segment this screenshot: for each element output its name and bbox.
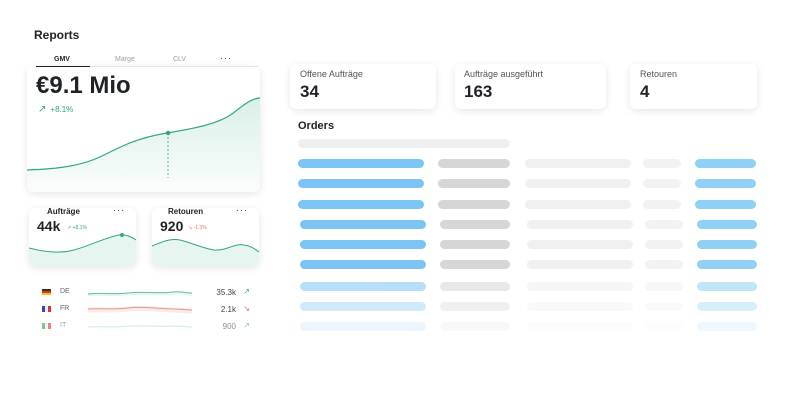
germany-flag-icon bbox=[42, 289, 51, 295]
arrow-up-right-icon: ↗ bbox=[243, 321, 250, 330]
returns-card-title: Retouren bbox=[168, 208, 204, 216]
kpi-completed-orders[interactable]: Aufträge ausgeführt 163 bbox=[455, 64, 606, 109]
gmv-menu-icon[interactable]: ··· bbox=[220, 53, 232, 63]
active-tab-underline bbox=[36, 66, 90, 67]
country-row-it[interactable]: IT 900 ↗ bbox=[30, 320, 256, 334]
it-sparkline bbox=[88, 325, 192, 328]
gmv-value: €9.1 Mio bbox=[36, 72, 131, 99]
orders-header-placeholder bbox=[298, 139, 510, 148]
orders-card-title: Aufträge bbox=[47, 208, 80, 216]
tabs-divider bbox=[36, 66, 258, 67]
orders-sparkline bbox=[29, 233, 136, 266]
gmv-tabs: GMV Marge CLV ··· bbox=[36, 53, 258, 68]
kpi-value: 163 bbox=[464, 82, 493, 101]
kpi-label: Retouren bbox=[640, 69, 678, 79]
orders-card[interactable]: Aufträge ··· 44k ↗ +8.1% bbox=[29, 208, 136, 266]
country-code: FR bbox=[60, 305, 70, 312]
country-value: 35.3k bbox=[216, 288, 236, 297]
country-code: DE bbox=[60, 288, 70, 295]
arrow-up-right-icon: ↗ bbox=[38, 104, 47, 115]
italy-flag-icon bbox=[42, 323, 51, 329]
kpi-returns[interactable]: Retouren 4 bbox=[630, 64, 757, 109]
gmv-trend: ↗ +8.1% bbox=[38, 104, 73, 115]
country-row-de[interactable]: DE 35.3k ↗ bbox=[30, 286, 256, 300]
gmv-marker-dot bbox=[165, 130, 171, 136]
tab-marge[interactable]: Marge bbox=[115, 56, 135, 63]
france-flag-icon bbox=[42, 306, 51, 312]
returns-card[interactable]: Retouren ··· 920 ↘ -1.3% bbox=[152, 208, 259, 266]
gmv-trend-label: +8.1% bbox=[50, 105, 74, 114]
country-list: DE 35.3k ↗ FR 2.1k ↘ IT 900 ↗ bbox=[30, 282, 256, 344]
tab-clv[interactable]: CLV bbox=[173, 56, 187, 63]
kpi-label: Aufträge ausgeführt bbox=[464, 69, 544, 79]
gmv-card[interactable] bbox=[27, 66, 260, 192]
arrow-up-right-icon: ↗ bbox=[243, 287, 250, 296]
kpi-value: 34 bbox=[300, 82, 319, 101]
kpi-label: Offene Aufträge bbox=[300, 69, 363, 79]
fr-sparkline bbox=[88, 305, 192, 314]
orders-section-title: Orders bbox=[298, 120, 335, 132]
page-title: Reports bbox=[34, 28, 80, 42]
arrow-down-right-icon: ↘ bbox=[243, 304, 250, 313]
country-row-fr[interactable]: FR 2.1k ↘ bbox=[30, 303, 256, 317]
country-value: 2.1k bbox=[220, 305, 236, 314]
country-value: 900 bbox=[222, 322, 236, 331]
gmv-area-chart bbox=[27, 97, 260, 192]
returns-card-value: 920 bbox=[160, 218, 184, 234]
orders-menu-icon[interactable]: ··· bbox=[113, 208, 125, 215]
returns-sparkline bbox=[152, 239, 259, 266]
kpi-value: 4 bbox=[640, 82, 650, 101]
returns-menu-icon[interactable]: ··· bbox=[236, 208, 248, 215]
de-sparkline bbox=[88, 291, 192, 297]
kpi-open-orders[interactable]: Offene Aufträge 34 bbox=[290, 64, 436, 109]
gmv-area bbox=[27, 98, 260, 192]
country-code: IT bbox=[60, 322, 67, 329]
orders-card-value: 44k bbox=[37, 218, 61, 234]
tab-gmv[interactable]: GMV bbox=[54, 56, 70, 63]
returns-card-trend: ↘ -1.3% bbox=[188, 225, 207, 231]
orders-card-trend: ↗ +8.1% bbox=[67, 225, 87, 231]
